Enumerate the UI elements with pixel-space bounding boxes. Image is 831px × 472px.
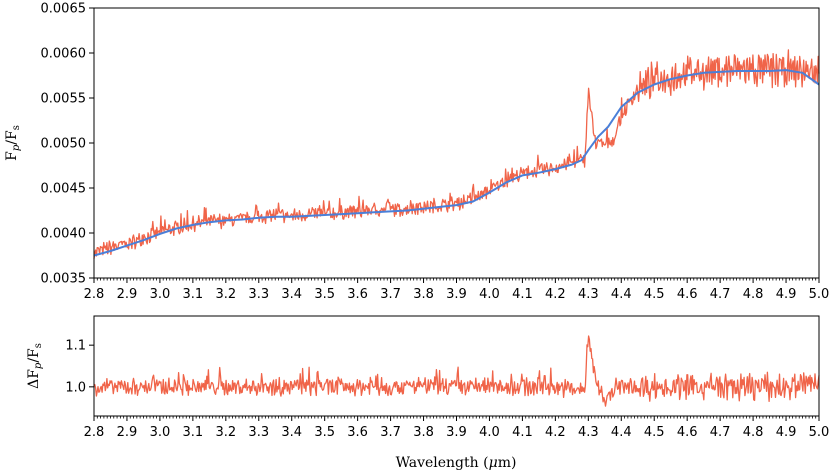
residual-panel: 1.0 1.1 2.8 2.9 3.0 3.1 3.2 3.3 3.4 3.5 3.6 3.7 3.8… bbox=[26, 315, 830, 471]
x-tick-label: 3.4 bbox=[281, 425, 302, 440]
x-tick-label: 3.3 bbox=[248, 425, 269, 440]
x-tick-label: 4.6 bbox=[677, 287, 698, 302]
x-tick-label: 4.4 bbox=[611, 287, 632, 302]
x-tick-label: 3.2 bbox=[215, 287, 236, 302]
top-y-ticks: 0.0035 0.0040 0.0045 0.0050 0.0055 0.0060 0.00… bbox=[41, 2, 94, 287]
emission-spectrum-panel: 0.0035 0.0040 0.0045 0.0050 0.0055 0.0060 0.00… bbox=[4, 2, 829, 303]
x-tick-label: 3.5 bbox=[314, 287, 335, 302]
x-tick-label: 5.0 bbox=[809, 425, 830, 440]
bottom-y-axis-label: ΔFp/Fs bbox=[26, 343, 44, 389]
x-axis-label: Wavelength (μm) bbox=[396, 455, 517, 471]
x-tick-label: 4.9 bbox=[776, 287, 797, 302]
x-tick-label: 5.0 bbox=[809, 287, 830, 302]
x-tick-label: 3.6 bbox=[347, 425, 368, 440]
x-tick-label: 4.5 bbox=[644, 287, 665, 302]
x-tick-label: 4.2 bbox=[545, 287, 566, 302]
x-tick-label: 2.8 bbox=[84, 287, 105, 302]
x-tick-label: 4.8 bbox=[743, 287, 764, 302]
x-tick-label: 4.4 bbox=[611, 425, 632, 440]
x-tick-label: 4.0 bbox=[479, 425, 500, 440]
x-tick-label: 2.8 bbox=[84, 425, 105, 440]
top-y-axis-label: Fp/Fs bbox=[4, 125, 22, 161]
x-tick-label: 3.8 bbox=[413, 425, 434, 440]
x-tick-label: 4.3 bbox=[578, 425, 599, 440]
x-tick-label: 4.2 bbox=[545, 425, 566, 440]
bottom-y-ticks: 1.0 1.1 bbox=[65, 339, 94, 395]
x-tick-label: 4.9 bbox=[776, 425, 797, 440]
residual-marks bbox=[93, 335, 820, 407]
x-tick-label: 3.7 bbox=[380, 287, 401, 302]
spectrum-line-0-0 bbox=[93, 49, 820, 259]
x-tick-label: 3.7 bbox=[380, 425, 401, 440]
x-tick-label: 3.8 bbox=[413, 287, 434, 302]
y-tick-label: 0.0055 bbox=[41, 92, 87, 107]
x-tick-label: 4.1 bbox=[512, 287, 533, 302]
top-plot-frame bbox=[93, 7, 820, 279]
model-line-0-1 bbox=[93, 69, 820, 257]
x-tick-label: 3.6 bbox=[347, 287, 368, 302]
x-tick-label: 3.0 bbox=[150, 425, 171, 440]
y-tick-label: 1.0 bbox=[65, 380, 86, 395]
x-tick-label: 3.2 bbox=[215, 425, 236, 440]
y-tick-label: 0.0035 bbox=[41, 272, 87, 287]
x-tick-label: 4.1 bbox=[512, 425, 533, 440]
x-tick-label: 4.7 bbox=[710, 287, 731, 302]
emission-spectrum-marks bbox=[93, 49, 820, 259]
y-tick-label: 0.0065 bbox=[41, 2, 87, 17]
bottom-plot-frame bbox=[93, 315, 820, 417]
x-tick-label: 4.8 bbox=[743, 425, 764, 440]
x-tick-label: 4.7 bbox=[710, 425, 731, 440]
y-tick-label: 0.0050 bbox=[41, 137, 87, 152]
y-tick-label: 0.0045 bbox=[41, 182, 87, 197]
spectrum-line-1-0 bbox=[93, 335, 820, 407]
x-tick-label: 4.0 bbox=[479, 287, 500, 302]
top-x-ticks: 2.8 2.9 3.0 3.1 3.2 3.3 3.4 3.5 3.6 3.7 3.8 3.9 4.0 4… bbox=[84, 278, 830, 302]
y-tick-label: 1.1 bbox=[65, 339, 86, 354]
x-tick-label: 3.5 bbox=[314, 425, 335, 440]
x-tick-label: 3.9 bbox=[446, 287, 467, 302]
bottom-x-ticks: 2.8 2.9 3.0 3.1 3.2 3.3 3.4 3.5 3.6 3.7 3.8 3.9 4.0 4… bbox=[84, 416, 830, 440]
y-tick-label: 0.0040 bbox=[41, 227, 87, 242]
x-tick-label: 3.1 bbox=[183, 425, 204, 440]
x-tick-label: 3.0 bbox=[150, 287, 171, 302]
x-tick-label: 4.5 bbox=[644, 425, 665, 440]
x-tick-label: 3.9 bbox=[446, 425, 467, 440]
y-tick-label: 0.0060 bbox=[41, 47, 87, 62]
x-tick-label: 2.9 bbox=[117, 425, 138, 440]
x-tick-label: 2.9 bbox=[117, 287, 138, 302]
x-tick-label: 3.4 bbox=[281, 287, 302, 302]
x-tick-label: 3.3 bbox=[248, 287, 269, 302]
x-tick-label: 4.3 bbox=[578, 287, 599, 302]
x-tick-label: 3.1 bbox=[183, 287, 204, 302]
x-tick-label: 4.6 bbox=[677, 425, 698, 440]
